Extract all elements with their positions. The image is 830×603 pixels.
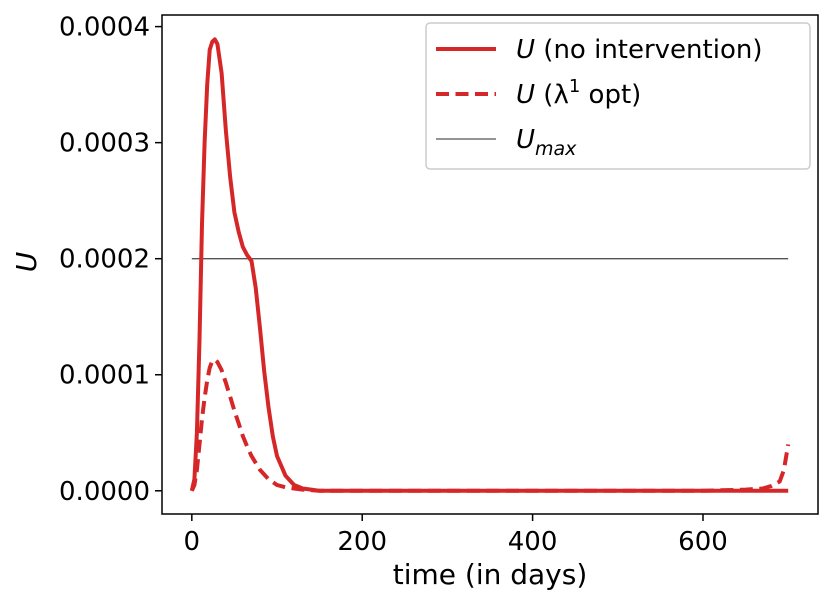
y-tick-label: 0.0000 — [59, 477, 150, 507]
legend-label-1: U (λ1 opt) — [516, 76, 641, 110]
series-layer — [189, 37, 791, 493]
y-tick-label: 0.0004 — [59, 13, 150, 43]
legend: U (no intervention)U (λ1 opt)Umax — [425, 22, 811, 170]
legend-var: U — [516, 125, 535, 155]
y-axis: 0.0000 0.0001 0.0002 0.0003 0.0004 — [59, 13, 162, 507]
y-tick-label: 0.0003 — [59, 129, 150, 159]
x-tick-label: 200 — [337, 527, 387, 557]
x-axis-title: time (in days) — [393, 558, 588, 591]
x-tick-label: 0 — [184, 527, 201, 557]
legend-var: U — [516, 80, 535, 110]
series-line-1 — [189, 357, 791, 493]
y-tick-label: 0.0002 — [59, 245, 150, 275]
legend-text: (no intervention) — [535, 35, 762, 65]
legend-label-0: U (no intervention) — [516, 35, 762, 65]
legend-text: (λ — [535, 80, 569, 110]
legend-subscript: max — [535, 138, 577, 160]
y-tick-label: 0.0001 — [59, 361, 150, 391]
y-axis-title: U — [10, 252, 43, 273]
x-axis: 0 200 400 600 — [184, 514, 728, 557]
legend-label-2: Umax — [516, 125, 577, 160]
legend-superscript: 1 — [569, 76, 580, 97]
x-tick-label: 400 — [508, 527, 558, 557]
x-tick-label: 600 — [678, 527, 728, 557]
legend-text-2: opt) — [580, 80, 641, 110]
legend-frame — [425, 22, 811, 170]
legend-var: U — [516, 35, 535, 65]
